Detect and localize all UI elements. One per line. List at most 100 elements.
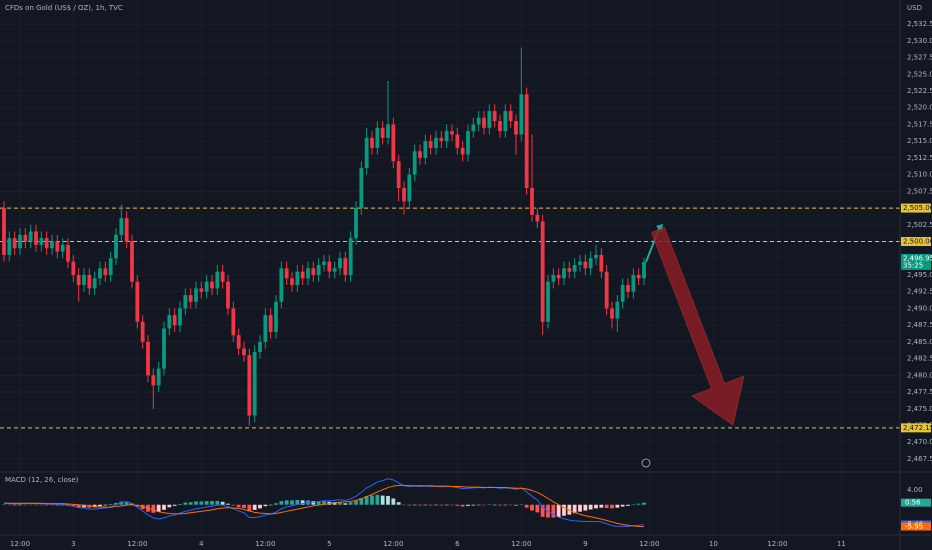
y-tick-label: 2,482.50 [907, 355, 932, 363]
macd-histogram-bar [7, 504, 12, 506]
candle-body [572, 264, 577, 272]
macd-histogram-bar [370, 495, 374, 505]
candle-body [151, 375, 156, 386]
candle-body [503, 111, 508, 132]
candle-body [508, 111, 513, 122]
macd-histogram-bar [226, 503, 230, 505]
candle-body [98, 268, 102, 279]
candle-body [247, 355, 252, 416]
x-tick-label: 12:00 [383, 540, 403, 548]
candle-body [167, 315, 172, 329]
y-tick-label: 2,495.00 [907, 271, 932, 279]
macd-histogram-bar [44, 504, 49, 506]
candle-body [236, 335, 241, 349]
candle-body [492, 111, 497, 122]
candle-body [284, 268, 289, 279]
macd-histogram-bar [247, 504, 252, 512]
macd-histogram-bar [108, 504, 113, 505]
candle-body [199, 288, 204, 292]
y-tick-label: 2,522.50 [907, 87, 932, 95]
y-tick-label: 2,475.00 [907, 405, 932, 413]
candle-body [322, 261, 326, 265]
candle-body [444, 131, 449, 142]
macd-histogram-bar [119, 501, 124, 505]
signal-line [4, 484, 645, 527]
macd-histogram-bar [199, 501, 204, 505]
candle-body [188, 295, 193, 302]
candle-body [87, 274, 92, 289]
y-tick-label: 2,502.50 [907, 221, 932, 229]
candle-body [338, 258, 342, 269]
macd-histogram-bar [487, 504, 492, 505]
candle-body [450, 131, 454, 135]
macd-histogram-bar [418, 504, 422, 506]
candle-body [252, 351, 257, 416]
x-tick-label: 5 [327, 540, 331, 548]
candle-body [556, 274, 561, 279]
macd-histogram-bar [642, 502, 646, 505]
macd-histogram-bar [274, 503, 278, 505]
macd-histogram-bar [492, 504, 497, 506]
macd-histogram-bar [583, 504, 588, 511]
macd-histogram-bar [220, 501, 225, 505]
axis-labels: 2,467.502,470.002,472.502,475.002,477.50… [10, 20, 932, 548]
y-tick-label: 2,477.50 [907, 388, 932, 396]
macd-histogram-bar [503, 504, 508, 506]
candle-body [39, 238, 44, 245]
y-tick-label: 2,532.50 [907, 20, 932, 28]
macd-histogram-bar [348, 502, 353, 505]
level-label-box [901, 237, 931, 247]
macd-histogram-bar [295, 499, 300, 505]
candle-body [300, 271, 305, 279]
macd-histogram-bar [204, 501, 209, 505]
y-tick-label: 2,492.50 [907, 288, 932, 296]
candle-body [514, 121, 518, 135]
candle-body [396, 161, 401, 188]
candle-body [156, 368, 161, 386]
macd-histogram-bar [12, 504, 17, 506]
macd-histogram-bar [322, 501, 326, 505]
candle-body [114, 234, 118, 259]
macd-histogram-bar [55, 504, 60, 506]
macd-histogram-bar [34, 504, 38, 506]
candle-body [524, 94, 529, 188]
candle-body [290, 278, 294, 286]
macd-histogram-bar [508, 504, 513, 506]
x-tick-label: 3 [71, 540, 75, 548]
candle-body [354, 208, 358, 239]
macd-histogram-bar [391, 498, 396, 505]
macd-histogram-bar [375, 494, 380, 505]
candle-body [610, 308, 614, 319]
x-tick-label: 12:00 [767, 540, 787, 548]
candle-body [268, 315, 273, 332]
candle-body [50, 241, 54, 249]
candle-body [82, 274, 86, 286]
macd-histogram-bar [311, 501, 316, 505]
macd-histogram-bar [562, 504, 566, 516]
macd-histogram-bar [524, 504, 529, 508]
macd-histogram-bar [572, 504, 577, 514]
candle-body [306, 268, 310, 279]
macd-histogram-bar [156, 504, 161, 513]
macd-histogram-bar [551, 504, 556, 518]
candle-body [359, 167, 364, 209]
macd-histogram-bar [455, 504, 460, 506]
level-label-box [901, 203, 931, 213]
macd-histogram-bar [28, 504, 33, 506]
macd-histogram-bar [172, 504, 177, 506]
macd-histogram-bar [2, 504, 6, 505]
macd-histogram-bar [535, 504, 540, 513]
candle-body [119, 218, 124, 235]
candle-body [327, 261, 332, 272]
candle-body [380, 127, 385, 138]
y-tick-label: 2,487.50 [907, 321, 932, 329]
macd-histogram-bar [316, 501, 321, 505]
macd-histogram-bar [188, 502, 193, 505]
y-tick-label: 2,527.50 [907, 54, 932, 62]
candle-body [620, 285, 625, 302]
macd-histogram-bar [556, 504, 561, 518]
y-tick-label: 2,530.00 [907, 37, 932, 45]
macd-histogram-bar [594, 504, 598, 509]
candle-body [599, 254, 604, 272]
macd-histogram-bar [354, 500, 358, 505]
